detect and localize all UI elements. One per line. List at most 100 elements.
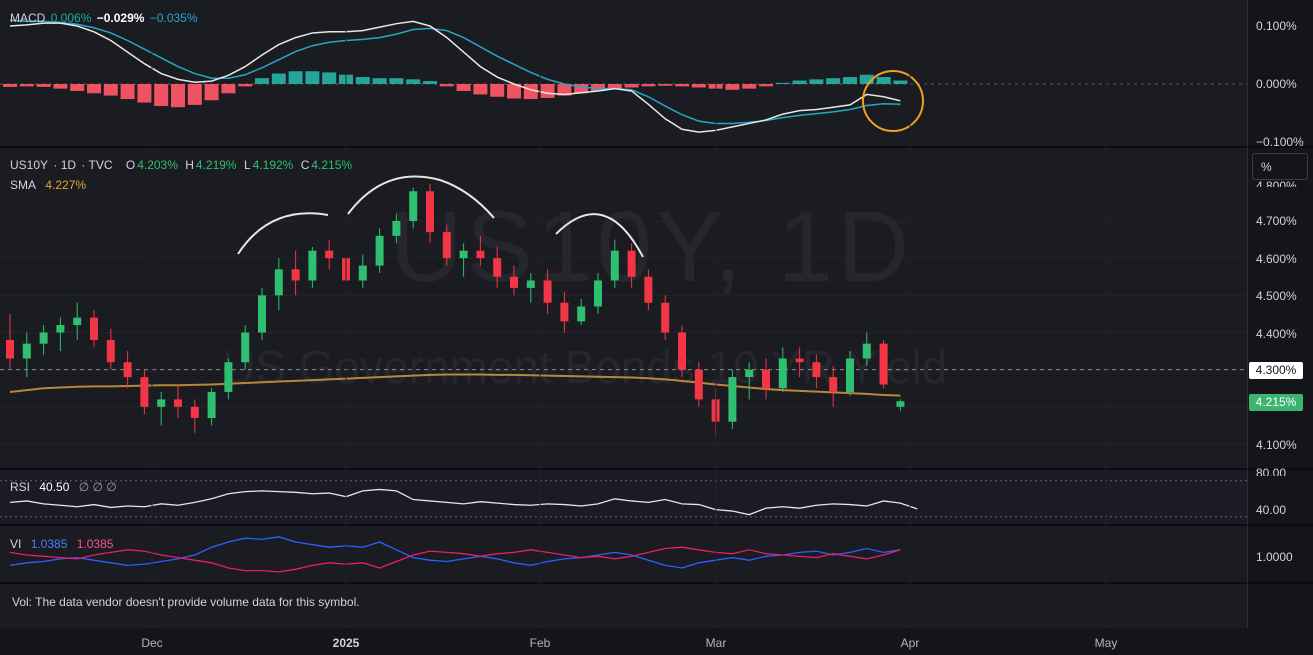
candle-body	[426, 191, 434, 233]
x-tick-2025: 2025	[332, 636, 360, 650]
macd-hist-bar	[355, 77, 370, 84]
macd-label: MACD	[10, 11, 46, 25]
rsi-legend[interactable]: RSI 40.50 ∅ ∅ ∅	[10, 480, 119, 494]
candle-body	[190, 406, 199, 418]
macd-tick: 0.000%	[1256, 77, 1297, 91]
macd-hist-bar	[691, 84, 706, 88]
macd-legend[interactable]: MACD 0.006% −0.029% −0.035%	[10, 11, 200, 25]
macd-hist-bar	[725, 84, 740, 90]
macd-hist-bar	[574, 84, 589, 94]
unit-button[interactable]: %	[1252, 153, 1308, 180]
candle-body	[594, 280, 602, 307]
macd-hist-bar	[120, 84, 135, 100]
vi-legend[interactable]: VI 1.0385 1.0385	[10, 537, 115, 551]
price-legend[interactable]: US10Y · 1D · TVC O 4.203% H 4.219% L 4.192%…	[10, 158, 356, 172]
candle-body	[879, 343, 888, 385]
candle-body	[224, 362, 233, 392]
ohlc-open: O 4.203%	[126, 158, 180, 172]
macd-signal-line	[9, 19, 901, 125]
symbol-label[interactable]: US10Y · 1D · TVC	[10, 158, 113, 172]
rsi-value: 40.50	[39, 480, 70, 494]
last-price-tag: 4.215%	[1249, 394, 1303, 411]
pane-separator[interactable]	[0, 468, 1313, 470]
candle-body	[358, 265, 367, 281]
macd-hist-bar	[171, 84, 185, 108]
candle-body	[291, 269, 300, 281]
macd-hist-bar	[557, 84, 572, 96]
candle-body	[745, 369, 754, 378]
pane-separator[interactable]	[0, 146, 1313, 148]
annotation-arc	[555, 213, 644, 258]
macd-hist-bar	[288, 71, 303, 84]
price-tick: 4.400%	[1256, 327, 1297, 341]
pane-separator[interactable]	[0, 582, 1313, 584]
candle-body	[123, 362, 132, 378]
symbol: US10Y	[10, 158, 49, 172]
candle-body	[795, 358, 804, 363]
candle-body	[812, 362, 821, 378]
macd-hist-bar	[322, 72, 337, 84]
rsi-tick: 80.00	[1256, 466, 1287, 476]
ohlc-low-label: L	[243, 158, 251, 172]
macd-hist-bar	[221, 84, 236, 94]
candle-body	[678, 332, 686, 370]
annotation-arc	[237, 212, 329, 255]
sma-label: SMA	[10, 178, 37, 192]
sma-legend[interactable]: SMA 4.227%	[10, 178, 88, 192]
macd-hist-bar	[591, 84, 605, 91]
macd-hist-bar	[372, 78, 387, 84]
vi-axis[interactable]	[1248, 526, 1313, 582]
ohlc-close-label: C	[300, 158, 310, 172]
macd-signal-value: −0.035%	[149, 11, 198, 25]
vi-tick: 1.0000	[1256, 550, 1293, 564]
candle-body	[22, 343, 31, 359]
candle-body	[829, 377, 838, 392]
candle-body	[493, 258, 502, 277]
macd-hist-bar	[607, 84, 622, 90]
ohlc-close: C 4.215%	[301, 158, 354, 172]
rsi-pane	[0, 470, 1247, 524]
macd-hist-bar	[456, 84, 471, 91]
macd-hist-bar	[271, 73, 286, 84]
price-tick: 4.800%	[1256, 179, 1297, 187]
macd-hist-bar	[36, 84, 51, 87]
macd-hist-bar	[103, 84, 118, 96]
candle-body	[6, 339, 14, 359]
macd-hist-bar	[70, 84, 85, 91]
macd-hist-bar	[675, 84, 689, 87]
candle-body	[56, 325, 65, 333]
candle-body	[157, 399, 166, 407]
macd-hist-bar	[406, 79, 421, 84]
chart-canvas[interactable]	[0, 0, 1247, 628]
macd-hist-bar	[473, 84, 488, 95]
ohlc-low: L 4.192%	[244, 158, 295, 172]
macd-hist-bar	[792, 80, 807, 84]
price-axis[interactable]	[1248, 148, 1313, 468]
candle-body	[39, 332, 48, 344]
ohlc-high-value: 4.219%	[195, 158, 237, 172]
candle-body	[526, 280, 535, 288]
candle-body	[896, 401, 905, 407]
candle-body	[241, 332, 250, 363]
x-tick-may: May	[1094, 636, 1118, 650]
candle-body	[409, 191, 418, 221]
rsi-label: RSI	[10, 480, 31, 494]
ohlc-high: H 4.219%	[185, 158, 238, 172]
macd-tick: 0.100%	[1256, 19, 1297, 33]
macd-line	[9, 20, 901, 133]
candle-body	[644, 276, 653, 303]
macd-hist-bar	[305, 71, 320, 84]
price-tick: 4.700%	[1256, 214, 1297, 228]
candle-body	[846, 358, 854, 392]
ohlc-close-value: 4.215%	[311, 158, 353, 172]
vi-minus-line	[9, 546, 901, 573]
candle-body	[577, 306, 586, 322]
macd-price-axis[interactable]	[1248, 0, 1313, 146]
macd-hist-bar	[389, 78, 404, 84]
macd-pane	[0, 0, 1247, 146]
rsi-axis[interactable]	[1248, 470, 1313, 524]
pane-separator[interactable]	[0, 524, 1313, 526]
price-tick: 4.600%	[1256, 252, 1297, 266]
candle-body	[90, 317, 98, 340]
dashed-level-tag: 4.300%	[1249, 362, 1303, 379]
